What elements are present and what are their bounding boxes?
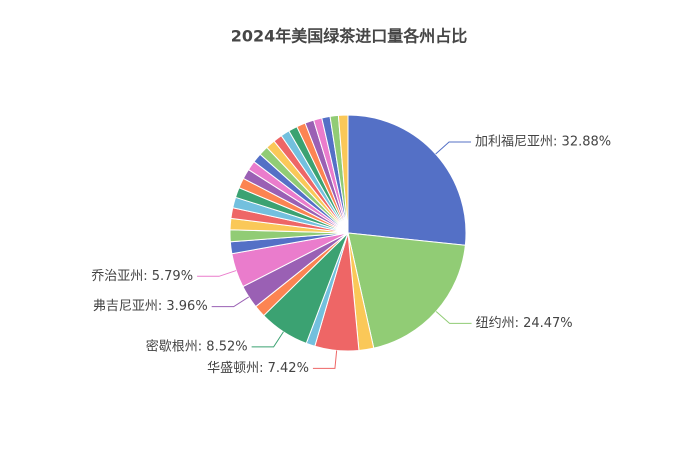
chart-title: 2024年美国绿茶进口量各州占比 bbox=[231, 27, 468, 46]
pie-slice bbox=[347, 114, 467, 246]
label-line bbox=[197, 270, 237, 277]
label-line bbox=[251, 331, 284, 348]
label-line bbox=[312, 350, 338, 369]
label-line bbox=[211, 296, 250, 308]
label-line bbox=[435, 141, 472, 155]
data-label: 华盛顿州: 7.42% bbox=[207, 361, 309, 376]
pie-slice bbox=[337, 114, 349, 234]
data-label: 乔治亚州: 5.79% bbox=[91, 269, 193, 284]
data-label: 纽约州: 24.47% bbox=[476, 316, 573, 331]
data-label: 密歇根州: 8.52% bbox=[146, 338, 248, 354]
data-label: 弗吉尼亚州: 3.96% bbox=[93, 299, 208, 314]
label-line bbox=[435, 311, 472, 324]
data-label: 加利福尼亚州: 32.88% bbox=[475, 134, 611, 149]
pie-slice bbox=[347, 232, 466, 349]
